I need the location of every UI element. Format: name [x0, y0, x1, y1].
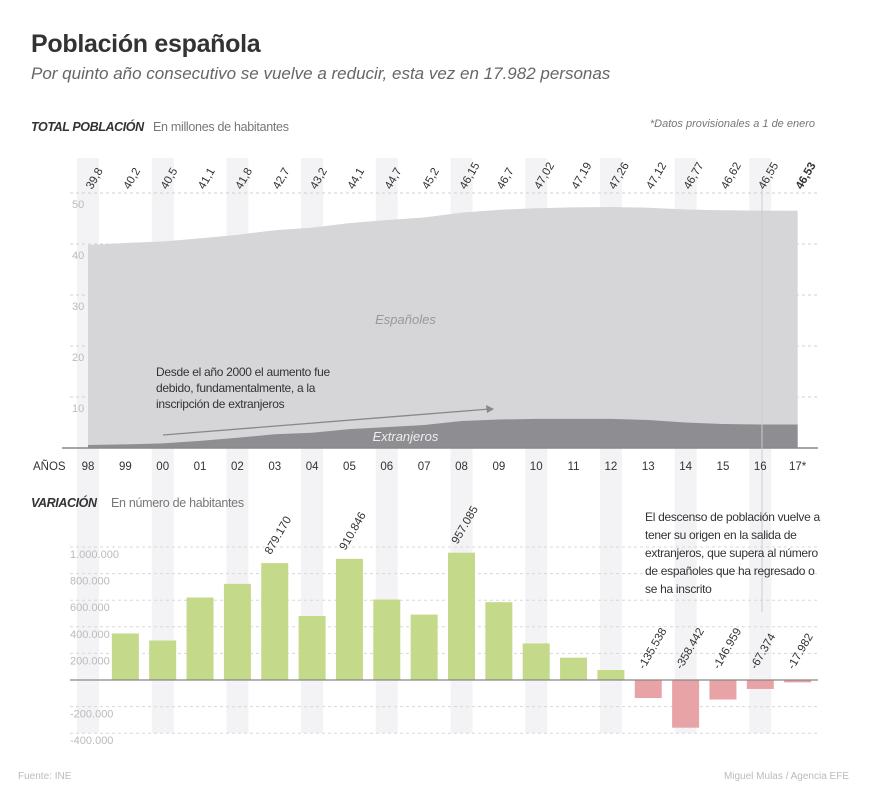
bar: [335, 558, 363, 680]
x-tick-label: 00: [156, 461, 169, 473]
total-section-subtitle: En millones de habitantes: [153, 120, 289, 134]
bar-value-label: -17.982: [786, 632, 816, 672]
x-tick-label: 09: [492, 461, 505, 473]
source-note: Fuente: INE: [18, 771, 72, 782]
x-tick-label: 06: [380, 461, 393, 473]
y-tick-label: 20: [72, 352, 84, 364]
y-tick-label: 400.000: [70, 629, 110, 641]
y-tick-label: 1.000.000: [70, 549, 119, 561]
bar: [522, 643, 550, 680]
total-value-label: 40,2: [122, 166, 144, 191]
series-label-extranjeros: Extranjeros: [373, 429, 439, 444]
bar: [672, 680, 700, 728]
bar-value-label: 879.170: [263, 515, 294, 557]
decline-annotation: El descenso de población vuelve a tener …: [645, 510, 820, 596]
bar: [784, 680, 812, 683]
total-value-label: 44,1: [346, 166, 368, 191]
page-subtitle: Por quinto año consecutivo se vuelve a r…: [31, 64, 611, 83]
y-tick-label: -200.000: [70, 709, 113, 721]
bar-value-label: -146.959: [711, 626, 744, 671]
bar: [448, 552, 475, 680]
y-tick-label: 40: [72, 250, 84, 262]
x-tick-label: 98: [82, 461, 95, 473]
total-value-label: 47,12: [644, 161, 669, 192]
x-tick-label: 10: [530, 461, 543, 473]
x-tick-label: 07: [418, 461, 431, 473]
x-tick-label: 16: [754, 461, 767, 473]
y-tick-label: 30: [72, 301, 84, 313]
x-tick-label: 02: [231, 461, 244, 473]
growth-annotation: Desde el año 2000 el aumento fue debido,…: [156, 365, 330, 411]
variation-section-subtitle: En número de habitantes: [111, 496, 244, 510]
credit-note: Miguel Mulas / Agencia EFE: [723, 771, 849, 782]
bar: [186, 597, 214, 680]
page-title: Población española: [31, 30, 261, 58]
x-tick-label: 99: [119, 461, 132, 473]
total-value-label: 46,62: [719, 161, 744, 192]
bar: [410, 614, 438, 680]
variation-section-title: VARIACIÓN: [31, 496, 97, 510]
x-tick-label: 03: [268, 461, 281, 473]
bar: [298, 616, 326, 680]
series-label-espanoles: Españoles: [375, 312, 436, 327]
y-tick-label: 800.000: [70, 576, 110, 588]
arrow-head-icon: [486, 405, 494, 413]
bar: [485, 602, 513, 680]
y-tick-label: 600.000: [70, 602, 110, 614]
y-tick-label: -400.000: [70, 735, 113, 747]
series-area-extranjeros: [88, 418, 798, 448]
bar: [373, 599, 401, 680]
bar: [261, 563, 289, 680]
x-tick-label: 14: [679, 461, 692, 473]
bar-value-label: 910.846: [338, 510, 369, 552]
total-section-title: TOTAL POBLACIÓN: [31, 120, 144, 134]
y-tick-label: 10: [72, 403, 84, 415]
x-tick-label: 04: [306, 461, 319, 473]
x-tick-label: 08: [455, 461, 468, 473]
x-axis-title: AÑOS: [33, 460, 66, 473]
bar-value-label: -135.538: [636, 626, 669, 671]
bar: [634, 680, 662, 699]
y-tick-label: 50: [72, 199, 84, 211]
x-tick-label: 15: [717, 461, 730, 473]
x-tick-label: 01: [194, 461, 207, 473]
bar: [560, 657, 588, 680]
bar: [709, 680, 737, 700]
bar: [597, 670, 625, 680]
y-tick-label: 200.000: [70, 655, 110, 667]
bar: [149, 640, 177, 680]
total-value-label: 42,7: [271, 166, 293, 191]
total-value-label: 46,53: [794, 161, 819, 192]
total-value-label: 47,19: [570, 161, 595, 192]
bar: [223, 583, 251, 680]
bar: [746, 680, 774, 689]
total-value-label: 41,1: [196, 166, 218, 191]
bar: [111, 633, 139, 680]
total-value-label: 46,7: [495, 166, 517, 191]
provisional-note: *Datos provisionales a 1 de enero: [649, 118, 815, 130]
x-tick-label: 05: [343, 461, 356, 473]
x-tick-label: 13: [642, 461, 655, 473]
total-value-label: 45,2: [420, 166, 442, 191]
annotation-arrow: [162, 408, 491, 436]
x-tick-label: 12: [605, 461, 618, 473]
x-tick-label: 11: [568, 461, 580, 473]
x-tick-label: 17*: [789, 461, 807, 473]
series-area-espanoles: [88, 206, 798, 448]
